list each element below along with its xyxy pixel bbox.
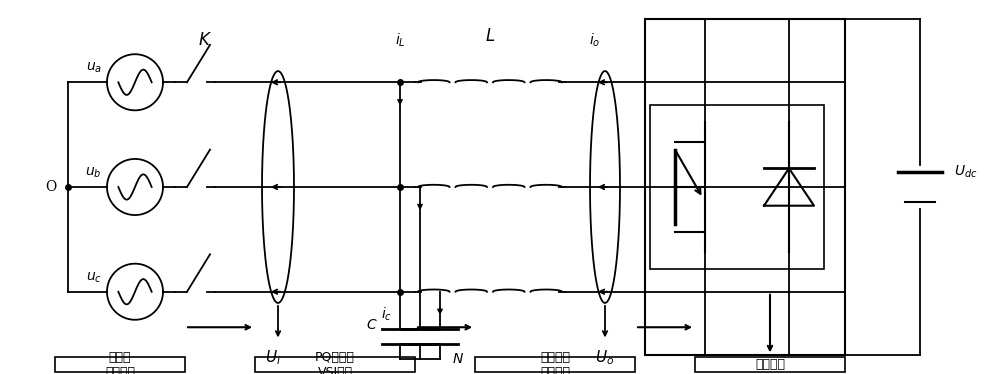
Text: $u_b$: $u_b$ — [85, 166, 102, 180]
Bar — [475, 357, 635, 373]
Text: $i_o$: $i_o$ — [589, 31, 601, 49]
Text: $U_i$: $U_i$ — [265, 348, 281, 367]
Bar — [55, 357, 185, 373]
Text: PQ控制或
VSI控制: PQ控制或 VSI控制 — [315, 351, 355, 374]
Bar — [695, 357, 845, 373]
Text: 空间矢量
脉宽调制: 空间矢量 脉宽调制 — [540, 351, 570, 374]
Text: $C$: $C$ — [366, 318, 378, 332]
Text: 驱动信号: 驱动信号 — [755, 358, 785, 371]
Text: $i_c$: $i_c$ — [381, 306, 392, 323]
Text: $u_c$: $u_c$ — [86, 270, 102, 285]
Text: $U_o$: $U_o$ — [595, 348, 615, 367]
Bar — [650, 105, 824, 269]
Text: $L$: $L$ — [485, 28, 495, 45]
Text: $U_{dc}$: $U_{dc}$ — [954, 164, 978, 180]
Text: O: O — [45, 180, 56, 194]
Text: $K$: $K$ — [198, 32, 212, 49]
Text: $u_a$: $u_a$ — [86, 61, 102, 76]
Text: 微电网
运行模式: 微电网 运行模式 — [105, 351, 135, 374]
Bar — [645, 19, 845, 355]
Text: $i_L$: $i_L$ — [395, 31, 405, 49]
Text: $N$: $N$ — [452, 352, 464, 366]
Bar — [255, 357, 415, 373]
